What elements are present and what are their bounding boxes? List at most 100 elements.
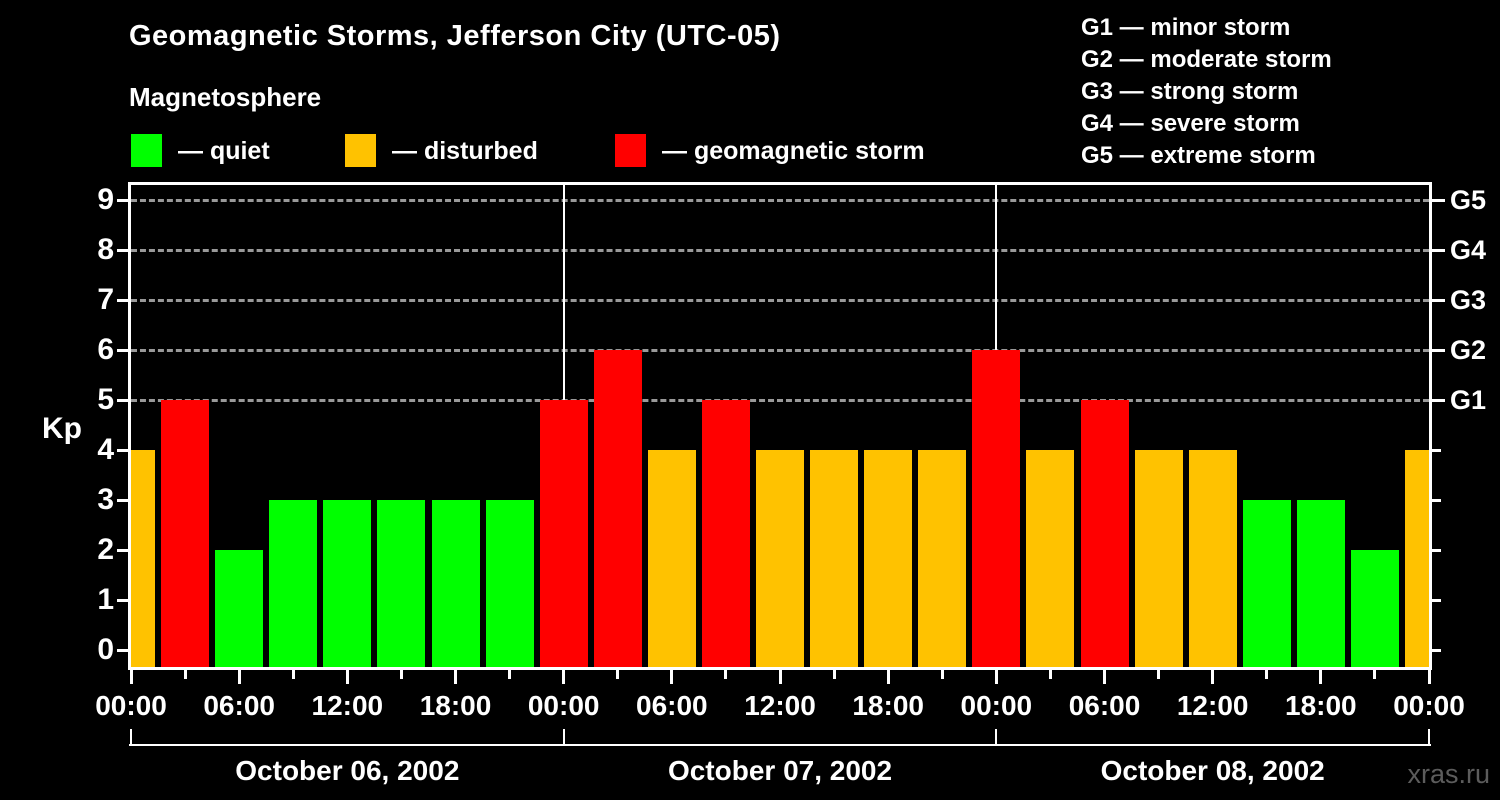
g-axis-label: G2: [1450, 335, 1487, 365]
kp-bar: [1026, 450, 1075, 667]
right-axis-tick: [1432, 199, 1445, 202]
x-axis-tick: [1319, 670, 1323, 684]
y-axis-tick: [117, 549, 128, 552]
date-label: October 08, 2002: [1100, 755, 1325, 786]
right-axis-tick: [1432, 599, 1441, 602]
x-axis-tick: [994, 670, 998, 684]
x-axis-time-label: 18:00: [852, 690, 924, 721]
storm-legend-label: — geomagnetic storm: [662, 137, 925, 165]
x-axis-tick: [724, 670, 728, 679]
x-axis-tick: [670, 670, 674, 684]
x-axis-tick: [454, 670, 457, 684]
kp-bar: [323, 500, 372, 667]
gridline-kp9: [131, 199, 1429, 202]
gridline-kp6: [131, 349, 1429, 352]
kp-bar: [485, 500, 534, 667]
kp-bar: [1188, 450, 1237, 667]
x-axis-time-label: 06:00: [636, 690, 708, 721]
x-axis-time-label: 18:00: [1285, 690, 1357, 721]
g-scale-legend-line: G4 — severe storm: [1081, 110, 1300, 137]
x-axis-tick: [508, 670, 512, 679]
watermark: xras.ru: [1407, 759, 1490, 789]
kp-bar: [810, 450, 859, 667]
kp-bar: [131, 450, 155, 667]
x-axis-tick: [1427, 670, 1431, 684]
disturbed-swatch-icon: [345, 134, 376, 167]
disturbed-legend-label: — disturbed: [392, 137, 538, 165]
x-axis-time-label: 12:00: [744, 690, 816, 721]
x-axis-time-label: 00:00: [1393, 690, 1465, 721]
kp-bar: [972, 350, 1021, 667]
date-axis-tick: [130, 729, 132, 744]
right-axis-tick: [1432, 249, 1445, 252]
plot-area: [128, 182, 1432, 670]
x-axis-tick: [1265, 670, 1269, 679]
kp-bar: [1080, 400, 1129, 667]
x-axis-tick: [345, 670, 349, 684]
y-axis-tick: [117, 249, 128, 252]
y-axis-tick-label: 6: [97, 333, 114, 366]
x-axis-time-label: 18:00: [419, 690, 492, 721]
date-axis-line: [129, 744, 1431, 746]
x-axis-tick: [832, 670, 836, 679]
y-axis-title: Kp: [42, 412, 82, 445]
g-scale-legend: G1 — minor storm G2 — moderate storm G3 — …: [1081, 12, 1332, 172]
x-axis-tick: [1103, 670, 1106, 684]
kp-bar: [1350, 550, 1399, 667]
x-axis-tick: [1373, 670, 1377, 679]
date-axis-tick: [562, 729, 565, 744]
right-axis-tick: [1432, 499, 1441, 502]
quiet-swatch-icon: [131, 134, 162, 167]
y-axis-tick-label: 5: [97, 383, 114, 416]
x-axis-time-label: 06:00: [203, 690, 275, 721]
x-axis-tick: [129, 670, 133, 684]
g-axis-label: G3: [1450, 285, 1487, 315]
kp-bar: [539, 400, 588, 667]
right-axis-tick: [1432, 449, 1441, 452]
quiet-legend-label: — quiet: [178, 137, 270, 165]
kp-bar: [864, 450, 913, 667]
g-scale-legend-line: G3 — strong storm: [1081, 78, 1299, 105]
kp-bar: [647, 450, 696, 667]
x-axis-tick: [562, 670, 566, 684]
x-axis-time-label: 12:00: [1176, 690, 1249, 721]
g-scale-legend-line: G5 — extreme storm: [1081, 142, 1316, 169]
y-axis-tick: [117, 349, 128, 352]
y-axis-tick-label: 8: [97, 233, 114, 266]
y-axis-tick-label: 7: [97, 283, 114, 316]
date-axis-tick: [1428, 729, 1430, 744]
date-axis-tick: [995, 729, 998, 744]
x-axis-tick: [1157, 670, 1161, 679]
y-axis-tick-label: 9: [97, 183, 114, 216]
y-axis-tick: [117, 299, 128, 302]
g-axis-label: G5: [1450, 185, 1487, 215]
kp-bar: [269, 500, 318, 667]
x-axis-time-label: 00:00: [960, 690, 1033, 721]
kp-bar: [1242, 500, 1291, 667]
right-axis-tick: [1432, 649, 1441, 652]
kp-bar: [431, 500, 480, 667]
x-axis-time-label: 12:00: [311, 690, 384, 721]
y-axis-tick-label: 2: [97, 533, 114, 566]
kp-bar: [1134, 450, 1183, 667]
y-axis-tick: [117, 199, 128, 202]
y-axis-tick: [117, 499, 128, 502]
kp-bar: [1405, 450, 1429, 667]
x-axis-time-label: 06:00: [1068, 690, 1141, 721]
y-axis-tick: [117, 599, 128, 602]
date-label: October 06, 2002: [235, 755, 460, 786]
y-axis-tick-label: 0: [97, 633, 114, 666]
gridline-kp7: [131, 299, 1429, 302]
g-axis-label: G4: [1450, 235, 1487, 265]
y-axis-tick-label: 3: [97, 483, 114, 516]
g-scale-legend-line: G1 — minor storm: [1081, 14, 1291, 41]
x-axis-tick: [778, 670, 782, 684]
x-axis-tick: [1211, 670, 1215, 684]
right-axis-tick: [1432, 349, 1445, 352]
x-axis-time-label: 00:00: [95, 690, 167, 721]
x-axis-tick: [399, 670, 403, 679]
g-scale-legend-line: G2 — moderate storm: [1081, 46, 1332, 73]
x-axis-tick: [1048, 670, 1052, 679]
x-axis-tick: [183, 670, 187, 679]
